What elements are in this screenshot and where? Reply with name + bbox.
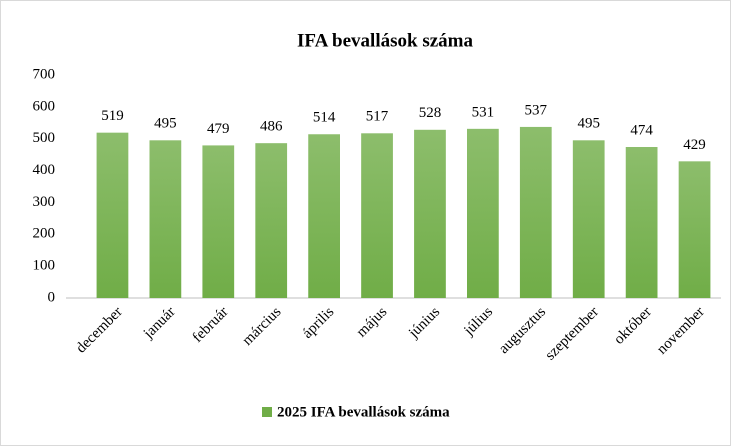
y-tick-label: 700 [33, 66, 56, 82]
y-tick-label: 400 [33, 162, 56, 178]
y-tick-label: 500 [33, 130, 56, 146]
y-tick-label: 300 [33, 194, 56, 210]
bar [255, 143, 288, 298]
y-tick-label: 100 [33, 258, 56, 274]
bar [361, 133, 393, 298]
bar [678, 161, 711, 298]
data-label: 474 [630, 122, 653, 138]
bar [519, 126, 552, 298]
y-tick-label: 200 [33, 226, 56, 242]
data-label: 479 [207, 121, 230, 137]
data-label: 486 [260, 119, 283, 135]
bar [149, 140, 182, 298]
y-tick-label: 600 [33, 98, 56, 114]
bar [96, 132, 129, 298]
data-label: 495 [154, 116, 177, 132]
legend-swatch [262, 407, 272, 417]
data-label: 514 [313, 110, 336, 126]
bar [572, 140, 605, 298]
data-label: 528 [419, 105, 442, 121]
y-tick-label: 0 [48, 289, 56, 305]
data-label: 517 [366, 109, 389, 125]
bar [467, 128, 499, 298]
bar [625, 146, 658, 298]
data-label: 519 [101, 108, 124, 124]
bar [414, 129, 446, 298]
chart-title: IFA bevallások száma [297, 30, 473, 51]
data-label: 429 [683, 137, 706, 153]
data-label: 537 [525, 102, 548, 118]
bar [202, 145, 235, 298]
bar [308, 134, 340, 298]
data-label: 495 [577, 116, 600, 132]
legend-label: 2025 IFA bevallások száma [277, 404, 450, 420]
data-label: 531 [472, 104, 495, 120]
